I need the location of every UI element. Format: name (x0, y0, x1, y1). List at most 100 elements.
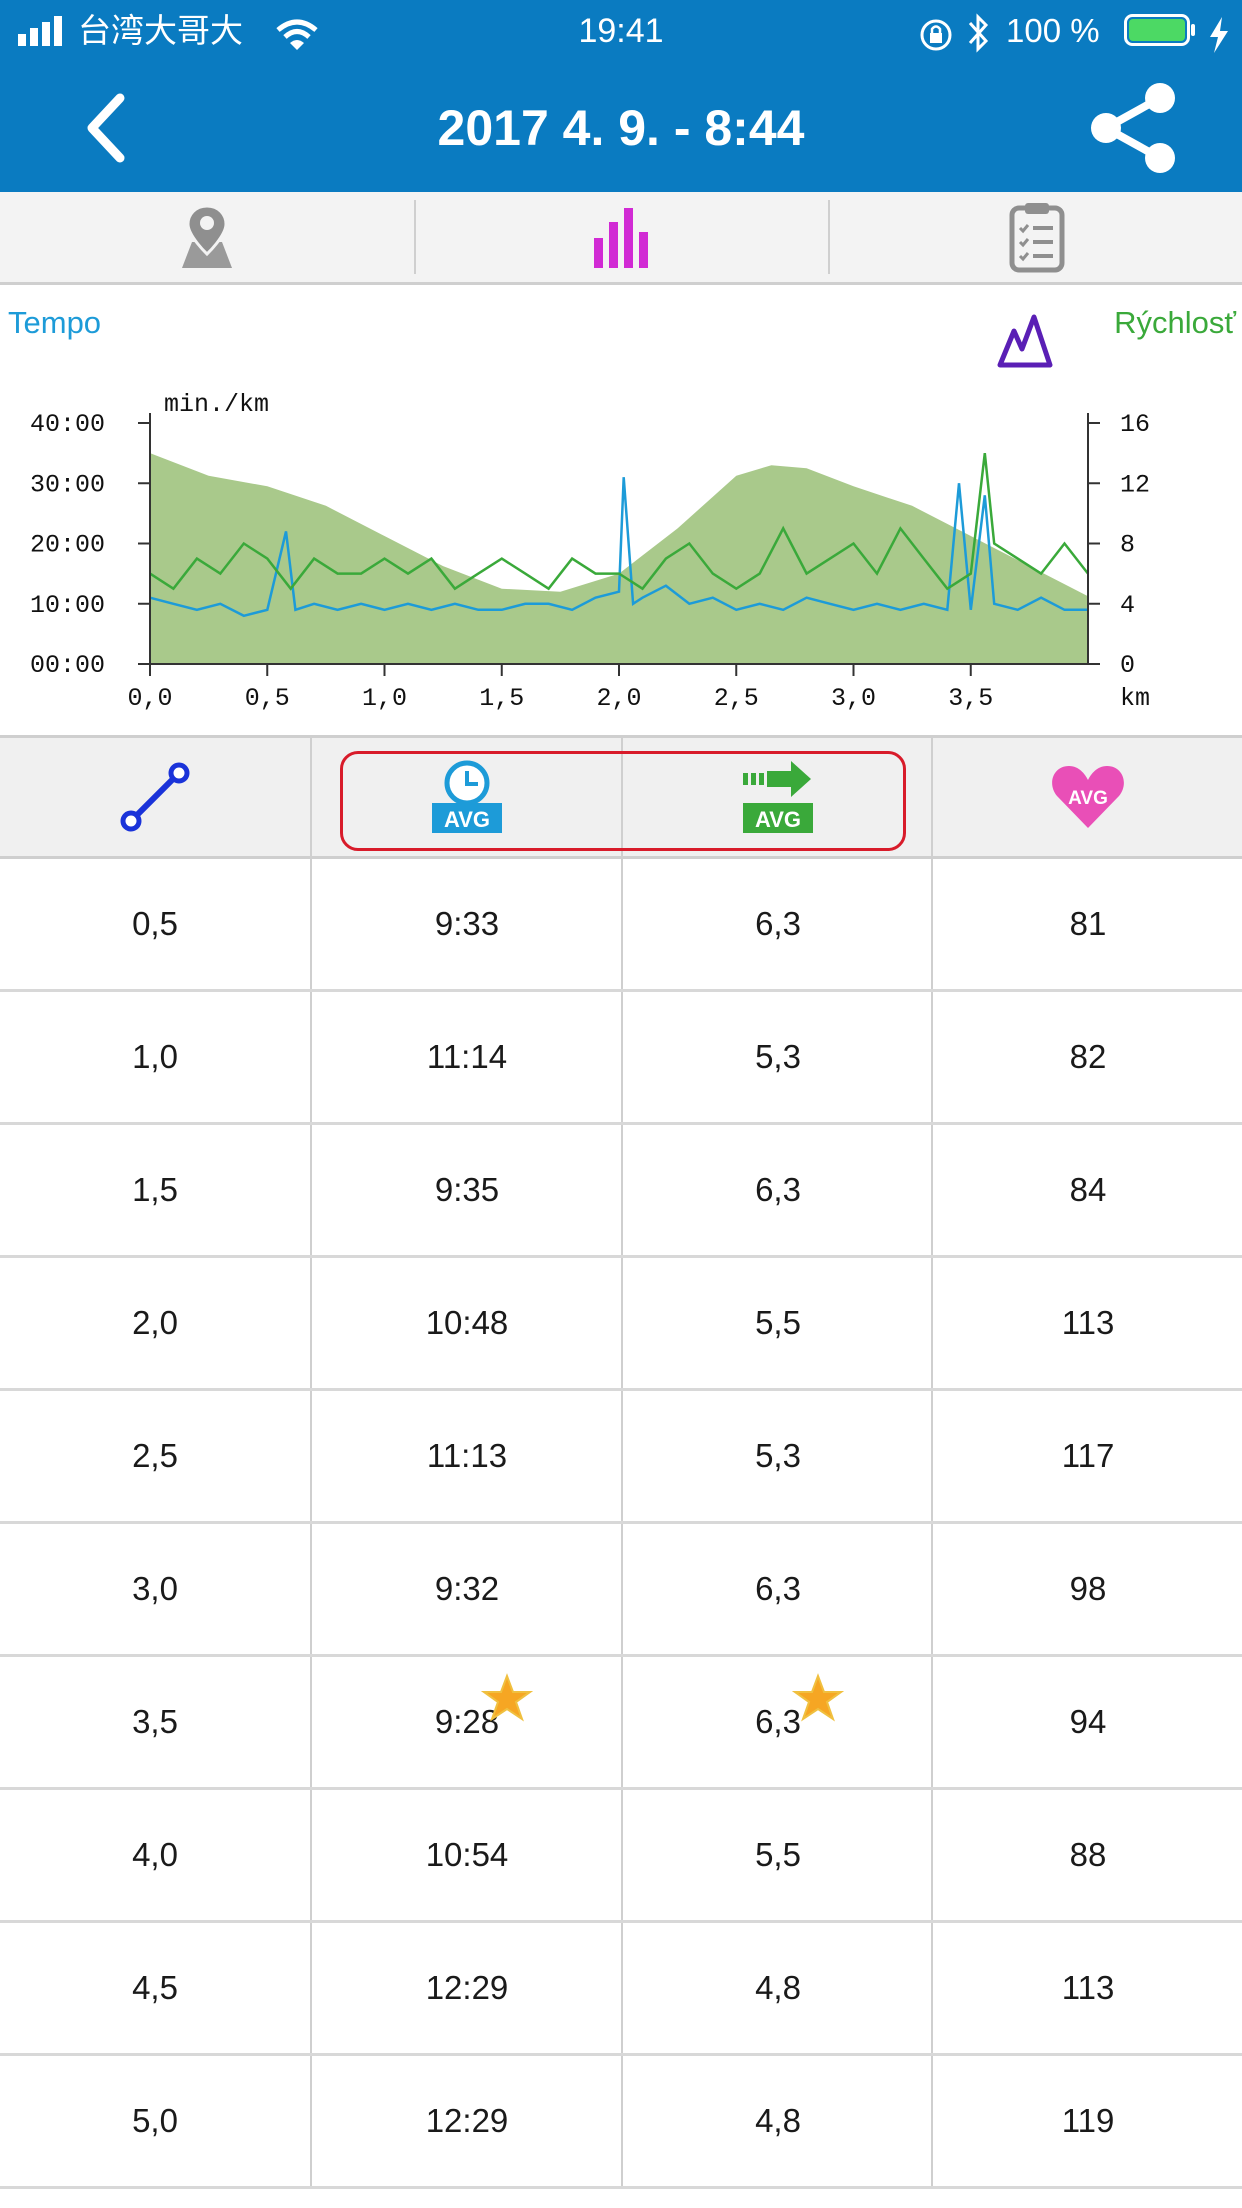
cell-avg-speed-value: 4,8 (755, 1969, 801, 2006)
cell-avg-heart-rate: 94 (933, 1657, 1242, 1787)
cell-avg-heart-rate-value: 82 (1069, 1038, 1107, 1075)
cell-distance: 3,5 (0, 1657, 310, 1787)
chart-canvas: 00:00 10:00 20:00 30:00 40:00 0 4 8 12 16 0,0 0,5 1,… (30, 390, 1150, 713)
cell-avg-speed: 6,3 (623, 1657, 933, 1787)
cell-avg-speed-value: 5,5 (755, 1304, 801, 1341)
cell-avg-pace-value: 11:13 (426, 1437, 508, 1474)
cell-avg-pace: 9:32 (312, 1524, 622, 1654)
cell-avg-speed: 5,5 (623, 1258, 933, 1388)
column-divider (931, 1391, 933, 1521)
tab-map[interactable] (0, 192, 414, 282)
cell-avg-heart-rate-value: 119 (1061, 2102, 1115, 2139)
status-time: 19:41 (578, 12, 664, 50)
column-divider (621, 1790, 623, 1920)
cell-distance: 4,0 (0, 1790, 310, 1920)
cell-distance-value: 0,5 (132, 905, 178, 942)
avg-badge-text: AVG (444, 807, 490, 832)
orientation-lock-icon (920, 19, 952, 51)
charging-bolt-icon (1210, 17, 1228, 53)
table-row: 2,5 11:13 5,3 117 (0, 1391, 1242, 1524)
header-avg-heart-rate[interactable]: AVG (933, 738, 1242, 856)
column-divider (621, 2056, 623, 2186)
column-divider (621, 1125, 623, 1255)
column-divider (621, 738, 623, 856)
speed-line (149, 452, 1089, 591)
x-tick-label: 2,5 (714, 684, 759, 713)
cell-avg-speed: 4,8 (623, 1923, 933, 2053)
cell-avg-pace-value: 12:29 (425, 2102, 509, 2139)
column-divider (310, 1657, 312, 1787)
bluetooth-icon (968, 13, 989, 53)
column-divider (310, 1790, 312, 1920)
column-divider (621, 992, 623, 1122)
cell-avg-speed-value: 6,3 (755, 905, 801, 942)
share-button[interactable] (1082, 76, 1186, 180)
cell-avg-pace-value: 11:14 (426, 1038, 508, 1075)
column-divider (931, 1923, 933, 2053)
cell-avg-speed: 5,5 (623, 1790, 933, 1920)
cell-avg-pace: 9:33 (312, 859, 622, 989)
app-header: 台湾大哥大 19:41 100 % 2017 4. 9. - 8:44 (0, 0, 1242, 192)
cell-avg-pace-value: 9:28 (434, 1703, 500, 1740)
cell-avg-pace-value: 12:29 (425, 1969, 509, 2006)
cell-distance: 1,5 (0, 1125, 310, 1255)
cell-distance: 3,0 (0, 1524, 310, 1654)
cell-avg-speed: 6,3 (623, 859, 933, 989)
pace-line (149, 477, 1088, 618)
performance-chart: 00:00 10:00 20:00 30:00 40:00 0 4 8 12 16 0,0 0,5 1,… (0, 285, 1242, 733)
avg-badge-text: AVG (1068, 788, 1108, 809)
column-divider (310, 1524, 312, 1654)
cell-avg-speed: 6,3 (623, 1524, 933, 1654)
cell-avg-pace: 10:54 (312, 1790, 622, 1920)
column-divider (621, 1258, 623, 1388)
x-tick-label: 0,5 (245, 684, 290, 713)
cell-avg-heart-rate-value: 94 (1069, 1703, 1107, 1740)
column-divider (310, 738, 312, 856)
cell-avg-pace: 12:29 (312, 2056, 622, 2186)
header-avg-pace[interactable]: AVG (312, 738, 622, 856)
cell-avg-pace: 9:28 (312, 1657, 622, 1787)
back-button[interactable] (70, 88, 150, 168)
cell-avg-heart-rate-value: 81 (1069, 905, 1107, 942)
column-divider (931, 1790, 933, 1920)
cell-avg-heart-rate-value: 98 (1069, 1570, 1107, 1607)
tab-chart[interactable] (416, 192, 830, 282)
elevation-area (150, 453, 1088, 664)
header-distance[interactable] (0, 738, 310, 856)
cell-avg-heart-rate: 113 (933, 1923, 1242, 2053)
cell-distance-value: 3,5 (132, 1703, 178, 1740)
y-right-tick-label: 12 (1120, 470, 1150, 499)
column-divider (621, 859, 623, 989)
y-left-tick-label: 30:00 (30, 470, 105, 499)
y-left-tick-label: 00:00 (30, 651, 105, 680)
x-axis-unit: km (1120, 684, 1150, 713)
cell-avg-heart-rate-value: 88 (1069, 1836, 1107, 1873)
cell-avg-speed-value: 5,3 (755, 1437, 801, 1474)
cell-distance-value: 5,0 (132, 2102, 178, 2139)
cell-avg-speed-value: 6,3 (755, 1703, 801, 1740)
carrier-name: 台湾大哥大 (78, 12, 243, 49)
y-right-tick-label: 16 (1120, 410, 1150, 439)
cell-distance-value: 2,5 (132, 1437, 178, 1474)
tab-summary[interactable] (830, 192, 1242, 282)
cell-avg-pace: 11:13 (312, 1391, 622, 1521)
column-divider (310, 1391, 312, 1521)
column-divider (310, 859, 312, 989)
page-title: 2017 4. 9. - 8:44 (437, 100, 805, 156)
cell-avg-pace-value: 9:35 (434, 1171, 500, 1208)
cell-avg-speed-value: 4,8 (755, 2102, 801, 2139)
elevation-toggle-icon[interactable] (996, 311, 1054, 369)
cell-avg-heart-rate: 117 (933, 1391, 1242, 1521)
x-tick-label: 1,0 (362, 684, 407, 713)
legend-pace[interactable]: Tempo (8, 305, 102, 340)
x-tick-label: 3,0 (831, 684, 876, 713)
header-avg-speed[interactable]: AVG (623, 738, 933, 856)
column-divider (310, 1923, 312, 2053)
column-divider (621, 1391, 623, 1521)
cell-avg-speed: 5,3 (623, 992, 933, 1122)
cell-avg-speed: 6,3 (623, 1125, 933, 1255)
legend-speed[interactable]: Rýchlosť (1114, 305, 1236, 340)
x-tick-label: 3,5 (948, 684, 993, 713)
battery-percent: 100 % (1006, 12, 1100, 49)
clipboard-icon (1009, 203, 1065, 273)
